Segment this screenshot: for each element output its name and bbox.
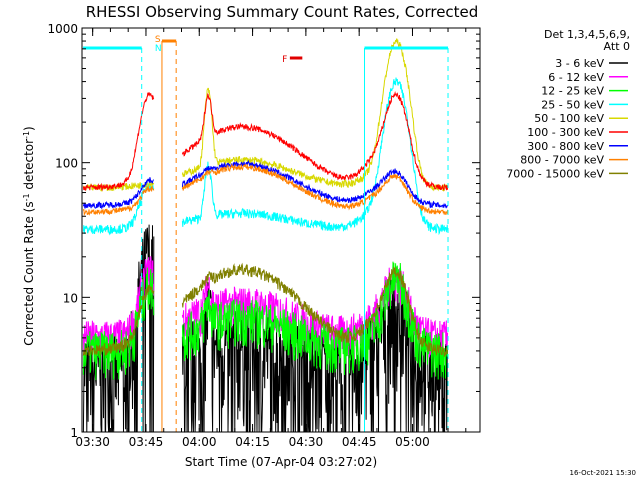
legend-header-detectors: Det 1,3,4,5,6,9, — [544, 28, 630, 41]
y-tick-label-4: 1000 — [47, 22, 78, 36]
y-tick-label-1: 1 — [70, 426, 78, 440]
y-tick-label-2: 10 — [63, 291, 78, 305]
x-axis-label: Start Time (07-Apr-04 03:27:02) — [185, 455, 377, 469]
legend-label-8: 800 - 7000 keV — [520, 154, 604, 167]
x-tick-label-5: 04:30 — [289, 435, 324, 449]
chart-title: RHESSI Observing Summary Count Rates, Co… — [86, 3, 479, 21]
y-axis-label: Corrected Count Rate (s-1 detector-1) — [22, 126, 37, 345]
x-tick-label-2: 03:45 — [129, 435, 164, 449]
legend-label-6: 100 - 300 keV — [527, 126, 604, 139]
legend-label-9: 7000 - 15000 keV — [506, 167, 604, 180]
y-tick-label-3: 100 — [55, 157, 78, 171]
legend-label-7: 300 - 800 keV — [527, 140, 604, 153]
x-tick-label-6: 04:45 — [342, 435, 377, 449]
x-tick-label-7: 05:00 — [395, 435, 430, 449]
generation-timestamp: 16-Oct-2021 15:30 — [570, 469, 636, 477]
legend-label-2: 6 - 12 keV — [548, 71, 604, 84]
legend-label-1: 3 - 6 keV — [555, 57, 604, 70]
flare-label: F — [282, 55, 287, 65]
legend-label-5: 50 - 100 keV — [534, 112, 604, 125]
x-tick-label-4: 04:15 — [235, 435, 270, 449]
saa-label: S — [155, 35, 161, 45]
x-tick-label-3: 04:00 — [182, 435, 217, 449]
axes-layer: 03:30 03:45 04:00 04:15 04:30 04:45 05:00 1 10 10… — [47, 22, 481, 449]
legend-label-4: 25 - 50 keV — [541, 98, 604, 111]
legend-header-attenuator: Att 0 — [604, 40, 630, 53]
series-layer — [82, 38, 449, 433]
x-tick-label-1: 03:30 — [75, 435, 110, 449]
series-line-4 — [82, 77, 449, 236]
series-line-9 — [82, 262, 449, 357]
legend-label-3: 12 - 25 keV — [541, 85, 604, 98]
annotation-layer: SN F — [83, 35, 449, 432]
plot-frame — [81, 27, 481, 433]
night-label: N — [155, 44, 162, 54]
